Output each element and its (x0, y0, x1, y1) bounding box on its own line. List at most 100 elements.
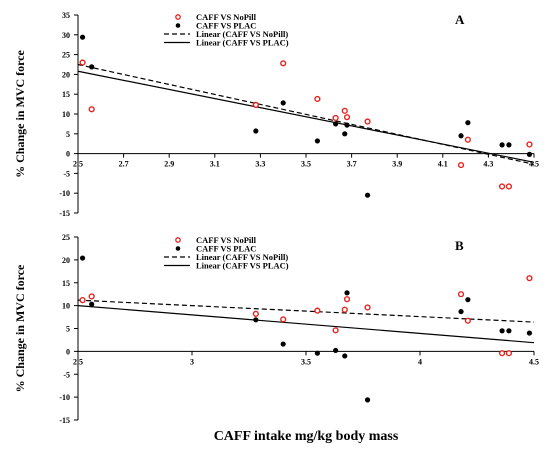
legend-label: CAFF VS PLAC (196, 244, 256, 254)
legend-label: CAFF VS PLAC (196, 21, 256, 31)
y-tick-label: 25 (62, 51, 70, 60)
point-caff-vs-plac (79, 255, 86, 261)
point-caff-vs-nopill (505, 350, 513, 357)
point-caff-vs-nopill (252, 310, 259, 317)
point-caff-vs-nopill (88, 293, 95, 300)
legend-marker-plac (175, 23, 181, 28)
legend-symbol (175, 237, 181, 243)
point-caff-vs-nopill (464, 317, 471, 324)
y-tick-label: 20 (62, 70, 70, 79)
point-caff-vs-nopill (526, 141, 533, 148)
point-caff-vs-plac (364, 192, 371, 198)
point-caff-vs-nopill (332, 327, 339, 334)
trendline-plac (77, 305, 535, 344)
point-caff-vs-plac (499, 142, 505, 148)
x-tick-label: 4 (418, 357, 422, 366)
legend-label: Linear (CAFF VS NoPill) (196, 29, 288, 39)
legend-label: Linear (CAFF VS PLAC) (196, 261, 289, 271)
point-caff-vs-nopill (332, 114, 339, 122)
y-tick-label: 10 (62, 302, 70, 311)
point-caff-vs-nopill (314, 307, 321, 314)
y-tick-label: 35 (62, 11, 70, 20)
legend-marker-nopill (175, 14, 181, 20)
point-caff-vs-plac (465, 120, 471, 126)
legend-symbol (175, 246, 181, 251)
point-caff-vs-nopill (88, 106, 95, 113)
point-caff-vs-plac (280, 341, 286, 347)
legend-label: Linear (CAFF VS PLAC) (196, 38, 289, 48)
y-tick-label: -10 (59, 393, 70, 402)
point-caff-vs-plac (465, 297, 471, 303)
point-caff-vs-nopill (280, 316, 287, 323)
point-caff-vs-nopill (343, 114, 351, 121)
y-tick-label: 0 (66, 150, 70, 159)
x-tick-label: 2.5 (73, 160, 83, 169)
point-caff-vs-plac (526, 151, 533, 157)
point-caff-vs-plac (253, 317, 259, 323)
point-caff-vs-nopill (314, 95, 321, 103)
x-tick-label: 2.5 (73, 357, 83, 366)
point-caff-vs-plac (506, 142, 512, 148)
point-caff-vs-nopill (79, 59, 86, 66)
point-caff-vs-plac (253, 128, 259, 134)
point-caff-vs-nopill (79, 297, 86, 304)
point-caff-vs-plac (499, 328, 505, 334)
y-tick-label: -15 (59, 416, 70, 425)
y-tick-label: 5 (66, 325, 70, 334)
point-caff-vs-plac (506, 328, 512, 334)
y-tick-label: -10 (59, 189, 70, 198)
x-tick-label: 3.5 (301, 160, 311, 169)
chart-panel-b: 25 20 15 10 5 0 -5 -10 -15 2.5 3 3.5 4 4.5 % Change in… (13, 233, 539, 425)
point-caff-vs-plac (526, 330, 533, 336)
point-caff-vs-nopill (464, 136, 471, 143)
point-caff-vs-nopill (364, 118, 371, 125)
point-caff-vs-plac (342, 131, 348, 137)
x-tick-label: 3.5 (301, 357, 311, 366)
x-tick-label: 2.7 (119, 160, 129, 169)
point-caff-vs-plac (364, 397, 371, 403)
y-tick-label: 0 (66, 347, 70, 356)
point-caff-vs-plac (458, 133, 464, 139)
x-tick-label: 3.1 (210, 160, 220, 169)
x-tick-label: 3.3 (255, 160, 265, 169)
chart-panel-a: 35 30 25 20 15 10 5 0 -5 -10 -15 2.5 2.7 2.9 3.1 3.3 3.5… (13, 11, 539, 218)
point-caff-vs-plac (79, 34, 86, 40)
legend-label: Linear (CAFF VS NoPill) (196, 252, 288, 262)
point-caff-vs-plac (314, 350, 320, 356)
x-axis-label: CAFF intake mg/kg body mass (214, 429, 399, 444)
point-caff-vs-plac (89, 301, 95, 307)
y-tick-label: 15 (62, 90, 70, 99)
x-tick-label: 3 (190, 357, 194, 366)
point-caff-vs-nopill (505, 183, 513, 190)
point-caff-vs-nopill (364, 304, 371, 311)
panel-label: B (455, 238, 464, 253)
y-tick-label: -5 (63, 169, 70, 178)
y-axis-label: % Change in MVC force (13, 264, 27, 392)
y-tick-label: 25 (62, 233, 70, 242)
legend-label: CAFF VS NoPill (196, 235, 257, 245)
point-caff-vs-plac (342, 353, 348, 359)
point-caff-vs-nopill (498, 350, 506, 357)
x-tick-label: 4.3 (483, 160, 493, 169)
point-caff-vs-nopill (457, 291, 465, 298)
point-caff-vs-plac (344, 290, 350, 296)
point-caff-vs-nopill (457, 161, 465, 169)
y-tick-label: -15 (59, 209, 70, 218)
legend-symbol (175, 23, 181, 28)
trendline-nopill (77, 299, 535, 323)
trendline-plac (77, 70, 535, 163)
point-caff-vs-plac (458, 308, 464, 315)
legend-marker-nopill (175, 237, 181, 243)
trendline-nopill (77, 63, 535, 165)
legend-marker-plac (175, 246, 181, 251)
point-caff-vs-nopill (280, 60, 287, 67)
y-tick-label: 5 (66, 130, 70, 139)
point-caff-vs-plac (333, 121, 339, 127)
point-caff-vs-nopill (252, 101, 259, 108)
panel-label: A (455, 12, 465, 27)
point-caff-vs-plac (314, 138, 320, 144)
